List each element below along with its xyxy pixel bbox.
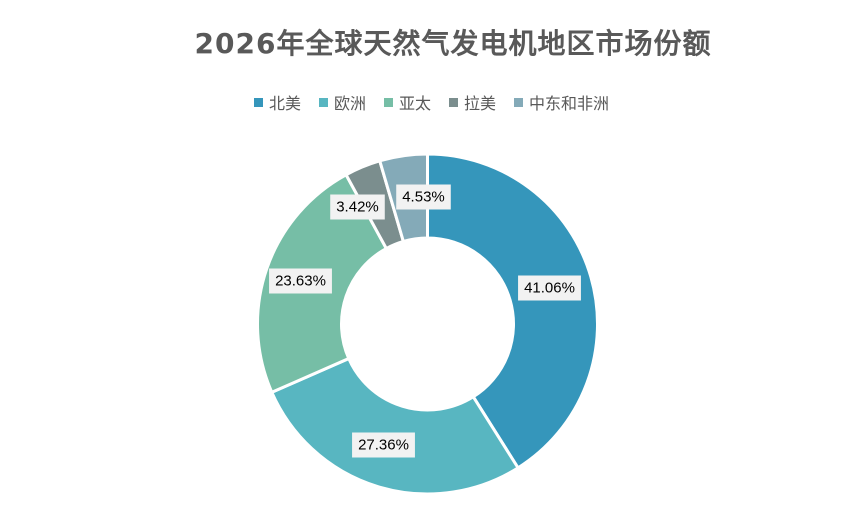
legend-label-europe: 欧洲 xyxy=(333,94,366,113)
data-label-box-north-america xyxy=(518,275,581,301)
chart-legend: 北美 欧洲 亚太 拉美 中东和非洲 xyxy=(0,90,863,114)
legend-swatch-north-america xyxy=(253,97,263,107)
legend-label-latin-america: 拉美 xyxy=(464,94,497,113)
donut-slice-europe xyxy=(269,356,521,496)
data-label-text-europe: 27.36% xyxy=(358,437,409,454)
legend-item-asia-pacific: 亚太 xyxy=(383,90,431,114)
legend-swatch-latin-america xyxy=(449,97,458,107)
legend-label-asia-pacific: 亚太 xyxy=(398,94,431,113)
data-label-box-latin-america xyxy=(330,194,385,220)
legend-item-latin-america: 拉美 xyxy=(449,90,496,114)
legend-item-europe: 欧洲 xyxy=(318,90,366,114)
data-label-latin-america: 3.42% xyxy=(330,194,385,220)
data-label-text-asia-pacific: 23.63% xyxy=(275,273,326,290)
data-label-text-north-america: 41.06% xyxy=(524,280,575,297)
legend-label-north-america: 北美 xyxy=(268,94,301,113)
legend-label-middle-east-africa: 中东和非洲 xyxy=(529,94,610,113)
data-label-asia-pacific: 23.63% xyxy=(269,268,332,294)
legend-swatch-asia-pacific xyxy=(383,97,393,107)
data-label-box-europe xyxy=(352,432,415,458)
data-label-europe: 27.36% xyxy=(352,432,415,458)
data-label-text-middle-east-africa: 4.53% xyxy=(402,189,445,206)
data-label-text-latin-america: 3.42% xyxy=(336,199,379,216)
donut-slice-north-america xyxy=(426,152,599,470)
data-label-box-asia-pacific xyxy=(269,268,332,294)
data-label-box-middle-east-africa xyxy=(396,184,451,210)
legend-item-middle-east-africa: 中东和非洲 xyxy=(514,90,609,114)
legend-swatch-middle-east-africa xyxy=(514,97,524,107)
data-label-north-america: 41.06% xyxy=(518,275,581,301)
chart-title: 2026年全球天然气发电机地区市场份额 xyxy=(194,27,712,60)
legend-item-north-america: 北美 xyxy=(253,90,301,114)
data-label-middle-east-africa: 4.53% xyxy=(396,184,451,210)
legend-swatch-europe xyxy=(318,97,328,107)
